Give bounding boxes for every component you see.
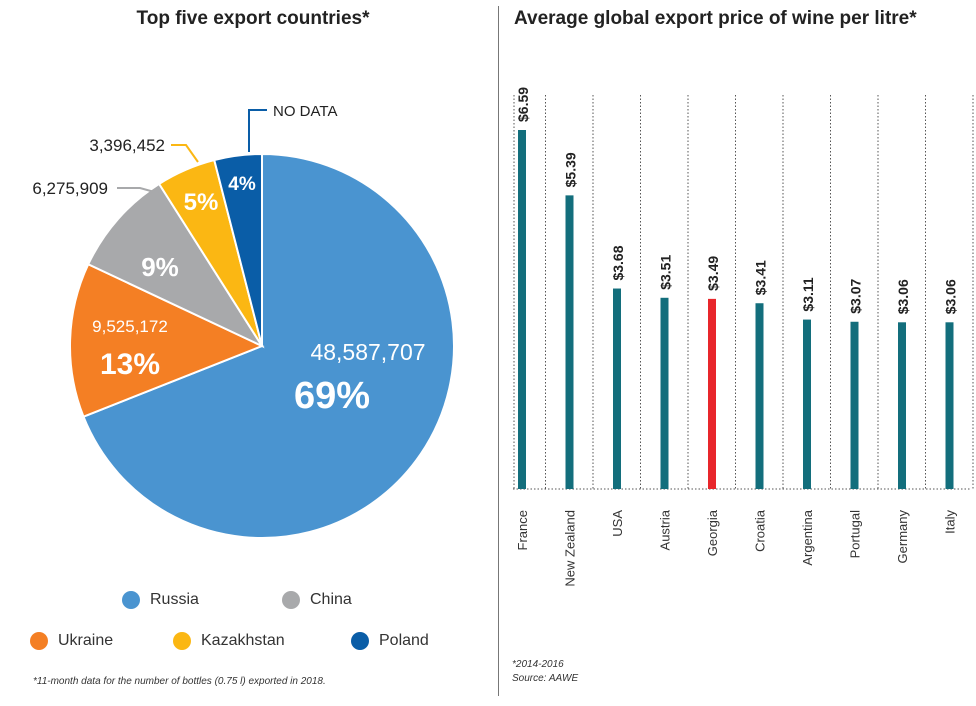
bar-argentina — [803, 319, 811, 489]
chart-divider — [498, 6, 499, 696]
pie-footnote: *11-month data for the number of bottles… — [33, 676, 326, 687]
category-label-new-zealand: New Zealand — [563, 510, 578, 587]
legend-swatch-china — [282, 591, 300, 609]
bar-label-georgia: $3.49 — [705, 256, 721, 291]
legend-label-kazakhstan: Kazakhstan — [201, 632, 285, 649]
bar-italy — [945, 322, 954, 489]
bar-germany — [898, 322, 906, 489]
callout-label-poland: NO DATA — [273, 103, 337, 120]
legend-ukraine: Ukraine — [30, 632, 113, 650]
bar-usa — [613, 288, 621, 489]
legend-label-ukraine: Ukraine — [58, 632, 114, 649]
category-label-croatia: Croatia — [753, 509, 768, 552]
callout-line-china — [117, 187, 159, 194]
legend-kazakhstan: Kazakhstan — [173, 632, 285, 650]
legend-label-china: China — [310, 591, 352, 608]
legend-russia: Russia — [122, 591, 199, 609]
bar-label-italy: $3.06 — [943, 279, 959, 314]
callout-label-kazakhstan: 3,396,452 — [89, 136, 165, 155]
pie-slice-russia — [82, 152, 455, 539]
pie-percent-china: 9% — [141, 252, 179, 282]
legend-swatch-kazakhstan — [173, 632, 191, 650]
bar-austria — [660, 297, 669, 489]
callout-line-kazakhstan — [171, 144, 199, 163]
bar-new-zealand — [565, 195, 574, 490]
category-label-argentina: Argentina — [800, 509, 815, 565]
pie-chart-title: Top five export countries* — [136, 8, 370, 29]
legend-china: China — [282, 591, 352, 609]
bar-label-germany: $3.06 — [895, 279, 911, 314]
bar-croatia — [755, 303, 764, 489]
legend-poland: Poland — [351, 632, 429, 650]
legend-swatch-poland — [351, 632, 369, 650]
bar-label-argentina: $3.11 — [800, 277, 816, 311]
bar-label-croatia: $3.41 — [753, 260, 769, 295]
bar-georgia — [708, 298, 716, 489]
pie-percent-russia: 69% — [294, 375, 370, 417]
category-label-georgia: Georgia — [705, 509, 720, 556]
legend-label-poland: Poland — [379, 632, 429, 649]
category-label-usa: USA — [610, 510, 625, 537]
bar-chart-title: Average global export price of wine per … — [514, 8, 917, 29]
bar-france — [518, 130, 526, 489]
legend-swatch-russia — [122, 591, 140, 609]
pie-slice-china — [86, 182, 265, 349]
pie-percent-kazakhstan: 5% — [184, 189, 219, 216]
pie-percent-ukraine: 13% — [100, 348, 160, 381]
legend-swatch-ukraine — [30, 632, 48, 650]
bar-label-france: $6.59 — [515, 87, 531, 122]
category-label-austria: Austria — [658, 509, 673, 550]
pie-slice-poland — [213, 152, 263, 347]
pie-percent-poland: 4% — [228, 174, 256, 195]
pie-chart: 48,587,707 69% 9,525,172 13% 9% 5% 4% 6,275,909… — [32, 103, 455, 539]
category-label-italy: Italy — [943, 510, 958, 534]
pie-value-ukraine: 9,525,172 — [92, 317, 168, 336]
bar-footnote: *2014-2016 — [512, 659, 564, 670]
bar-source: Source: AAWE — [512, 673, 579, 684]
bar-label-portugal: $3.07 — [848, 279, 864, 314]
bar-label-usa: $3.68 — [610, 245, 626, 280]
pie-value-russia: 48,587,707 — [310, 339, 425, 365]
pie-slice-ukraine — [69, 262, 265, 418]
category-label-germany: Germany — [895, 510, 910, 564]
bar-label-new-zealand: $5.39 — [563, 152, 579, 187]
legend-label-russia: Russia — [150, 591, 199, 608]
bar-label-austria: $3.51 — [658, 255, 674, 290]
category-label-portugal: Portugal — [848, 510, 863, 559]
callout-label-china: 6,275,909 — [32, 179, 108, 198]
category-label-france: France — [515, 510, 530, 550]
bar-portugal — [850, 321, 859, 489]
callout-line-poland — [248, 109, 267, 152]
